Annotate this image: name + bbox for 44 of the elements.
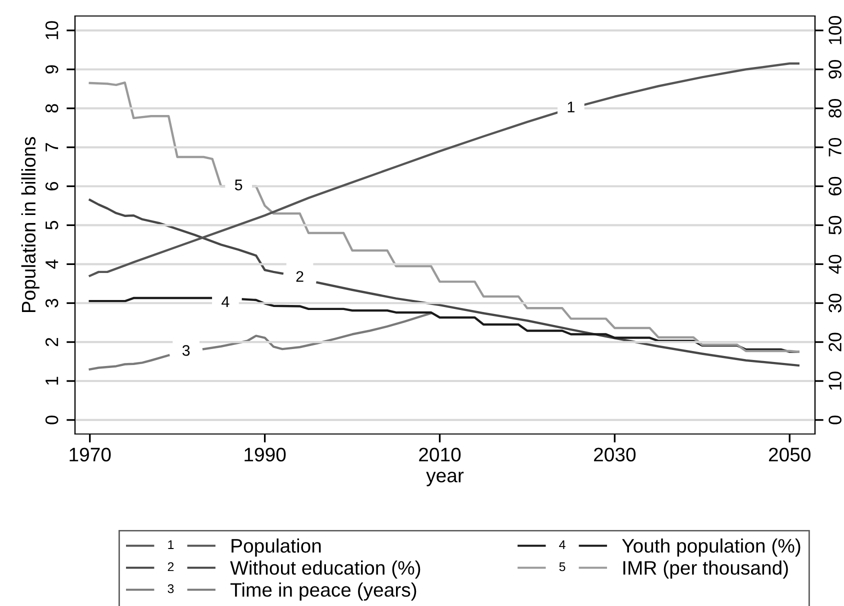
legend-label: Without education (%) [230, 560, 420, 579]
y-tick-label: 6 [45, 182, 58, 190]
y-tick-label: 5 [46, 220, 58, 230]
annotation: 2 [296, 271, 304, 282]
y2-tick-label: 40 [828, 254, 842, 274]
y-tick-label: 9 [45, 65, 58, 74]
x-tick-label: 2010 [419, 448, 461, 462]
y2-tick-label: 90 [828, 60, 842, 79]
y2-tick-label: 30 [828, 294, 842, 312]
y2-tick-label: 10 [828, 372, 842, 390]
x-tick-label: 2030 [594, 448, 636, 462]
x-tick-label: 2050 [768, 448, 811, 462]
y-tick-label: 2 [45, 338, 58, 346]
text: 5 [559, 562, 566, 572]
text: 3 [168, 584, 174, 594]
y2-tick-label: 100 [828, 16, 842, 44]
x-tick-label: 1970 [70, 448, 111, 462]
y-tick-label: 1 [46, 376, 58, 385]
y-tick-label: 4 [46, 260, 58, 269]
y-tick-label: 7 [46, 143, 58, 152]
y-tick-label: 0 [45, 416, 58, 424]
annotation: 4 [222, 296, 230, 308]
legend-label: Youth population (%) [622, 538, 800, 557]
y-axis-title: Population in billions [21, 137, 40, 312]
y2-tick-label: 20 [828, 332, 842, 352]
text: 4 [559, 540, 566, 549]
y2-tick-label: 80 [828, 98, 842, 118]
y-tick-label: 3 [45, 298, 58, 308]
legend-label: Time in peace (years) [230, 582, 416, 601]
x-axis-title: year [426, 472, 464, 486]
annotation: 5 [234, 180, 242, 190]
x-tick-label: 1990 [244, 448, 286, 462]
y2-tick-label: 70 [828, 138, 842, 156]
y2-tick-label: 0 [828, 416, 842, 424]
y-tick-label: 10 [45, 21, 58, 40]
annotation: 1 [568, 102, 574, 112]
annotation: 3 [182, 345, 190, 356]
legend-label: IMR (per thousand) [623, 560, 788, 579]
y-tick-label: 8 [45, 104, 58, 113]
legend-label: Population [232, 538, 321, 557]
y2-tick-label: 50 [828, 216, 842, 235]
y2-tick-label: 60 [828, 176, 842, 196]
text: 1 [168, 540, 174, 549]
text: 2 [168, 562, 174, 571]
